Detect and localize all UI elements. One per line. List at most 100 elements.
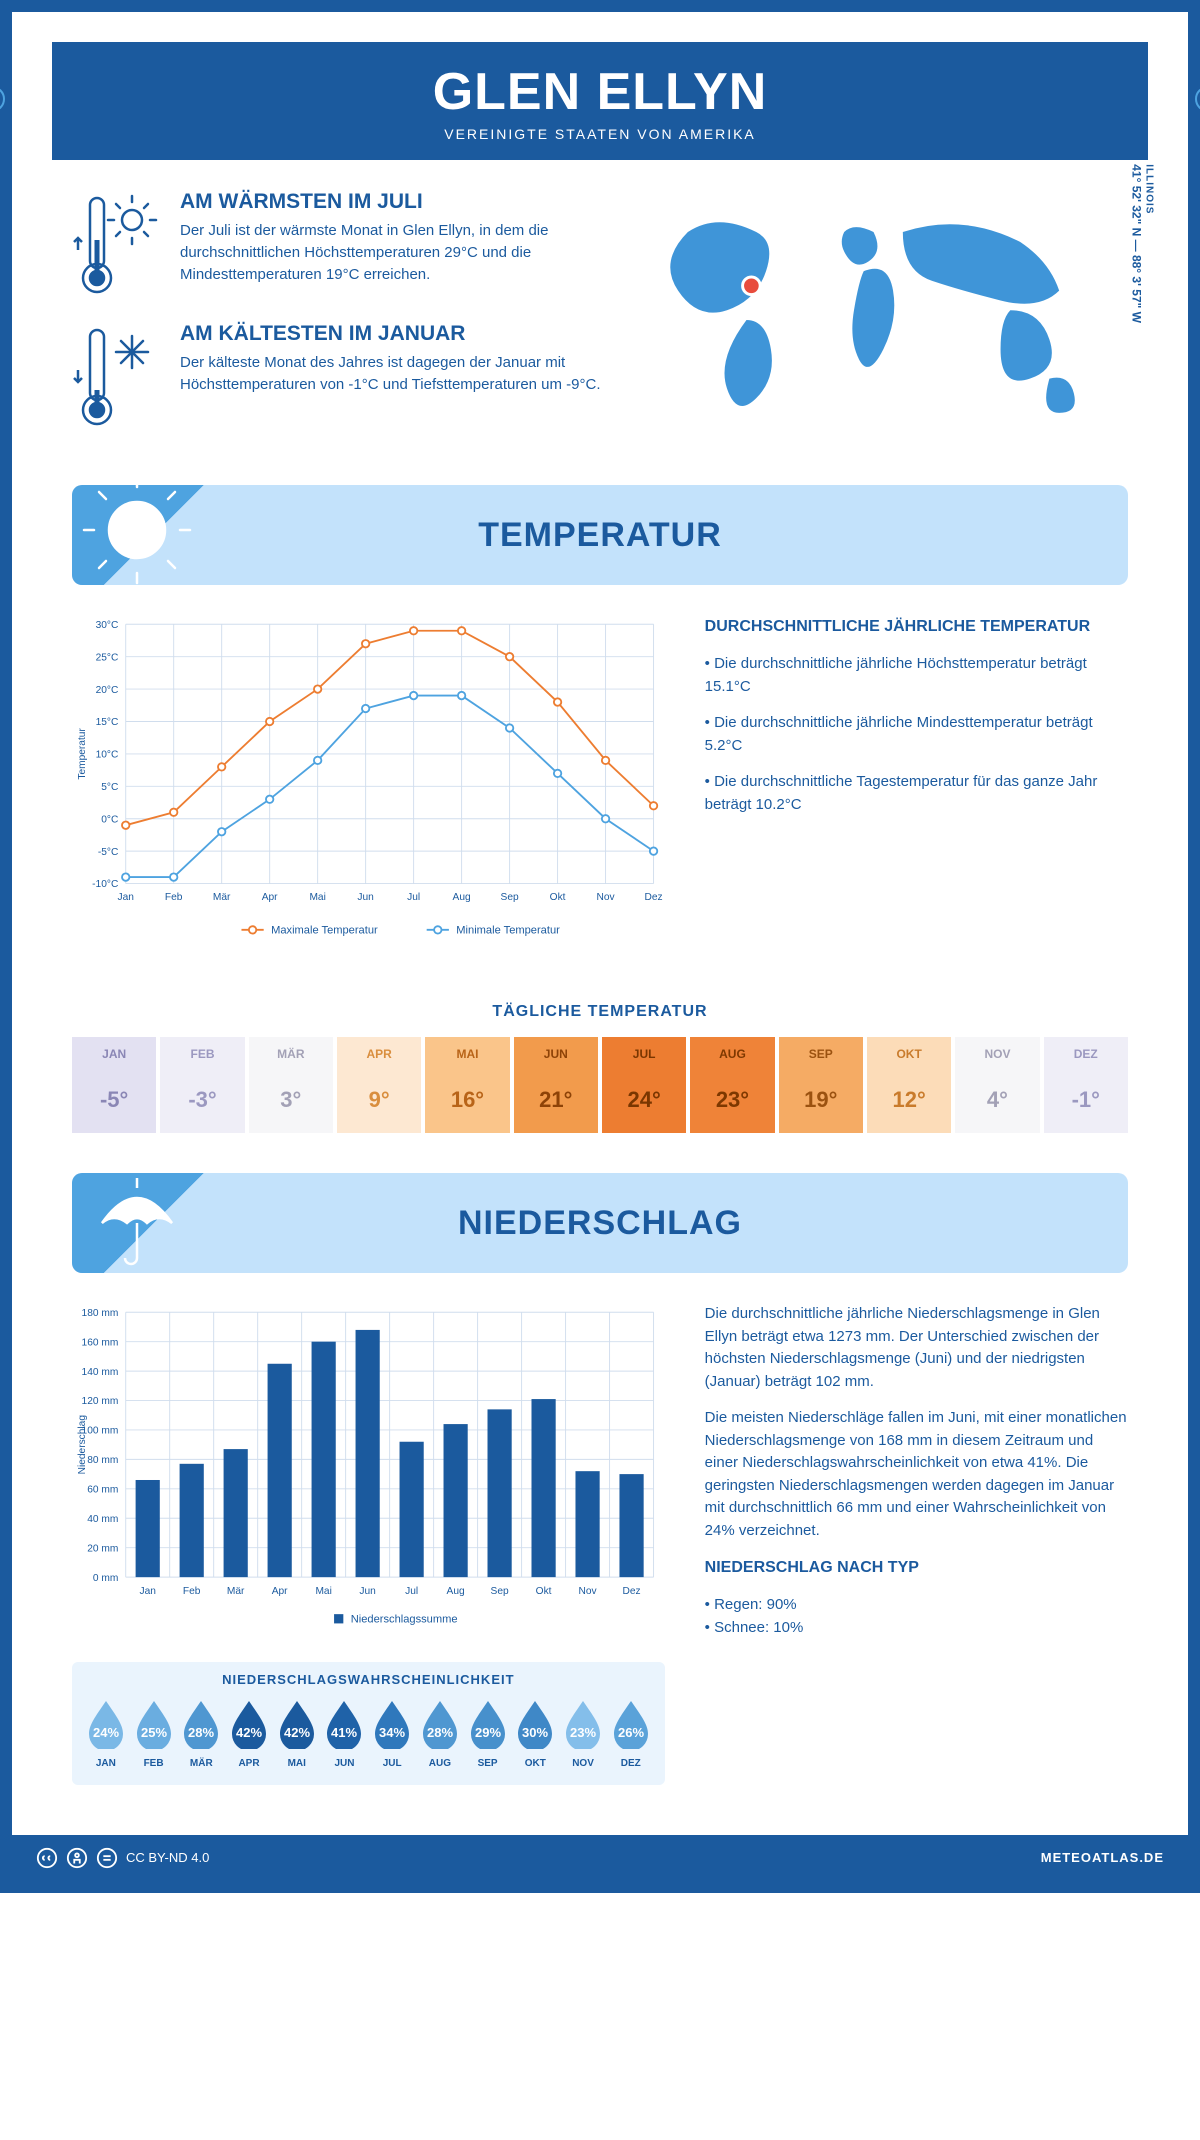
fact-warm-body: Der Juli ist der wärmste Monat in Glen E… bbox=[180, 220, 609, 285]
daily-temp-cell: DEZ-1° bbox=[1044, 1037, 1128, 1133]
svg-text:Nov: Nov bbox=[597, 892, 616, 903]
svg-text:Sep: Sep bbox=[501, 892, 519, 903]
precip-type-bullet: • Regen: 90% bbox=[705, 1594, 1128, 1617]
precipitation-bar-chart: 0 mm20 mm40 mm60 mm80 mm100 mm120 mm140 … bbox=[72, 1303, 665, 1636]
thermometer-hot-icon bbox=[72, 190, 162, 300]
temp-stat-bullet: • Die durchschnittliche jährliche Mindes… bbox=[705, 712, 1128, 757]
daily-temp-title: TÄGLICHE TEMPERATUR bbox=[12, 1003, 1188, 1021]
svg-text:180 mm: 180 mm bbox=[82, 1308, 119, 1319]
daily-temp-cell: APR9° bbox=[337, 1037, 421, 1133]
thermometer-cold-icon bbox=[72, 322, 162, 432]
svg-text:Jul: Jul bbox=[407, 892, 420, 903]
precip-paragraph: Die meisten Niederschläge fallen im Juni… bbox=[705, 1407, 1128, 1542]
svg-text:42%: 42% bbox=[236, 1725, 262, 1740]
daily-temp-cell: FEB-3° bbox=[160, 1037, 244, 1133]
svg-text:41%: 41% bbox=[331, 1725, 357, 1740]
precip-prob-drop: 25%FEB bbox=[132, 1697, 176, 1769]
site-name: METEOATLAS.DE bbox=[1041, 1850, 1164, 1865]
daily-temp-cell: SEP19° bbox=[779, 1037, 863, 1133]
precip-prob-drop: 42%APR bbox=[227, 1697, 271, 1769]
svg-text:Feb: Feb bbox=[183, 1586, 201, 1597]
svg-text:23%: 23% bbox=[570, 1725, 596, 1740]
svg-text:20 mm: 20 mm bbox=[87, 1544, 118, 1555]
svg-text:30%: 30% bbox=[522, 1725, 548, 1740]
svg-text:Niederschlag: Niederschlag bbox=[77, 1415, 88, 1474]
page-subtitle: VEREINIGTE STAATEN VON AMERIKA bbox=[52, 126, 1148, 142]
precip-prob-drop: 26%DEZ bbox=[609, 1697, 653, 1769]
temp-stats-title: DURCHSCHNITTLICHE JÄHRLICHE TEMPERATUR bbox=[705, 615, 1128, 639]
svg-text:20°C: 20°C bbox=[96, 685, 119, 696]
temperature-line-chart: -10°C -5°C 0°C 5°C 10°C 15°C 20°C 25°C 30°C Jan Fe… bbox=[72, 615, 665, 948]
svg-text:Jul: Jul bbox=[405, 1586, 418, 1597]
svg-text:Apr: Apr bbox=[262, 892, 278, 903]
svg-text:0 mm: 0 mm bbox=[93, 1573, 118, 1584]
svg-text:Sep: Sep bbox=[491, 1586, 509, 1597]
precip-prob-drop: 24%JAN bbox=[84, 1697, 128, 1769]
svg-text:120 mm: 120 mm bbox=[82, 1397, 119, 1408]
daily-temp-cell: MAI16° bbox=[425, 1037, 509, 1133]
svg-text:42%: 42% bbox=[284, 1725, 310, 1740]
svg-text:Feb: Feb bbox=[165, 892, 183, 903]
wind-icon bbox=[0, 32, 32, 132]
sun-icon bbox=[82, 475, 192, 585]
svg-text:Jan: Jan bbox=[118, 892, 134, 903]
nd-icon bbox=[96, 1847, 118, 1869]
page: GLEN ELLYN VEREINIGTE STAATEN VON AMERIK… bbox=[0, 0, 1200, 1893]
cc-icon bbox=[36, 1847, 58, 1869]
svg-text:Aug: Aug bbox=[453, 892, 471, 903]
precip-prob-title: NIEDERSCHLAGSWAHRSCHEINLICHKEIT bbox=[84, 1672, 653, 1687]
svg-text:Minimale Temperatur: Minimale Temperatur bbox=[456, 925, 560, 937]
temperature-content: -10°C -5°C 0°C 5°C 10°C 15°C 20°C 25°C 30°C Jan Fe… bbox=[12, 615, 1188, 983]
svg-text:-10°C: -10°C bbox=[92, 879, 118, 890]
daily-temp-cell: AUG23° bbox=[690, 1037, 774, 1133]
footer: CC BY-ND 4.0 METEOATLAS.DE bbox=[12, 1835, 1188, 1881]
svg-text:-5°C: -5°C bbox=[98, 847, 118, 858]
precip-prob-drop: 30%OKT bbox=[513, 1697, 557, 1769]
svg-text:Mär: Mär bbox=[227, 1586, 245, 1597]
svg-text:29%: 29% bbox=[475, 1725, 501, 1740]
svg-text:Niederschlagssumme: Niederschlagssumme bbox=[351, 1614, 458, 1626]
svg-text:5°C: 5°C bbox=[101, 782, 118, 793]
svg-text:Temperatur: Temperatur bbox=[77, 728, 88, 780]
header: GLEN ELLYN VEREINIGTE STAATEN VON AMERIK… bbox=[52, 42, 1148, 160]
daily-temp-grid: JAN-5°FEB-3°MÄR3°APR9°MAI16°JUN21°JUL24°… bbox=[72, 1037, 1128, 1133]
svg-text:160 mm: 160 mm bbox=[82, 1338, 119, 1349]
svg-text:Apr: Apr bbox=[272, 1586, 288, 1597]
svg-text:Nov: Nov bbox=[579, 1586, 598, 1597]
svg-text:80 mm: 80 mm bbox=[87, 1455, 118, 1466]
precip-prob-drop: 28%AUG bbox=[418, 1697, 462, 1769]
svg-text:140 mm: 140 mm bbox=[82, 1367, 119, 1378]
precipitation-content: 0 mm20 mm40 mm60 mm80 mm100 mm120 mm140 … bbox=[12, 1303, 1188, 1834]
svg-text:40 mm: 40 mm bbox=[87, 1514, 118, 1525]
license: CC BY-ND 4.0 bbox=[36, 1847, 209, 1869]
daily-temp-cell: JAN-5° bbox=[72, 1037, 156, 1133]
fact-warm: AM WÄRMSTEN IM JULI Der Juli ist der wär… bbox=[72, 190, 609, 300]
svg-text:10°C: 10°C bbox=[96, 750, 119, 761]
precip-probability-panel: NIEDERSCHLAGSWAHRSCHEINLICHKEIT 24%JAN25… bbox=[72, 1662, 665, 1785]
svg-text:Okt: Okt bbox=[550, 892, 566, 903]
umbrella-icon bbox=[82, 1163, 192, 1273]
license-text: CC BY-ND 4.0 bbox=[126, 1850, 209, 1865]
svg-text:Mai: Mai bbox=[309, 892, 325, 903]
svg-text:Jun: Jun bbox=[357, 892, 373, 903]
section-title: NIEDERSCHLAG bbox=[212, 1204, 1128, 1243]
daily-temp-cell: OKT12° bbox=[867, 1037, 951, 1133]
precip-prob-drop: 42%MAI bbox=[275, 1697, 319, 1769]
svg-text:25%: 25% bbox=[141, 1725, 167, 1740]
precip-prob-drop: 28%MÄR bbox=[179, 1697, 223, 1769]
svg-text:15°C: 15°C bbox=[96, 717, 119, 728]
svg-text:30°C: 30°C bbox=[96, 620, 119, 631]
precip-prob-drop: 34%JUL bbox=[370, 1697, 414, 1769]
svg-text:Jun: Jun bbox=[359, 1586, 375, 1597]
svg-text:25°C: 25°C bbox=[96, 652, 119, 663]
daily-temp-cell: JUL24° bbox=[602, 1037, 686, 1133]
precip-prob-drop: 41%JUN bbox=[323, 1697, 367, 1769]
page-title: GLEN ELLYN bbox=[52, 62, 1148, 122]
svg-text:Dez: Dez bbox=[623, 1586, 641, 1597]
wind-icon bbox=[1168, 32, 1200, 132]
precip-type-title: NIEDERSCHLAG NACH TYP bbox=[705, 1556, 1128, 1580]
svg-text:0°C: 0°C bbox=[101, 814, 118, 825]
section-header-temperature: TEMPERATUR bbox=[72, 485, 1128, 585]
svg-text:28%: 28% bbox=[427, 1725, 453, 1740]
svg-text:24%: 24% bbox=[93, 1725, 119, 1740]
